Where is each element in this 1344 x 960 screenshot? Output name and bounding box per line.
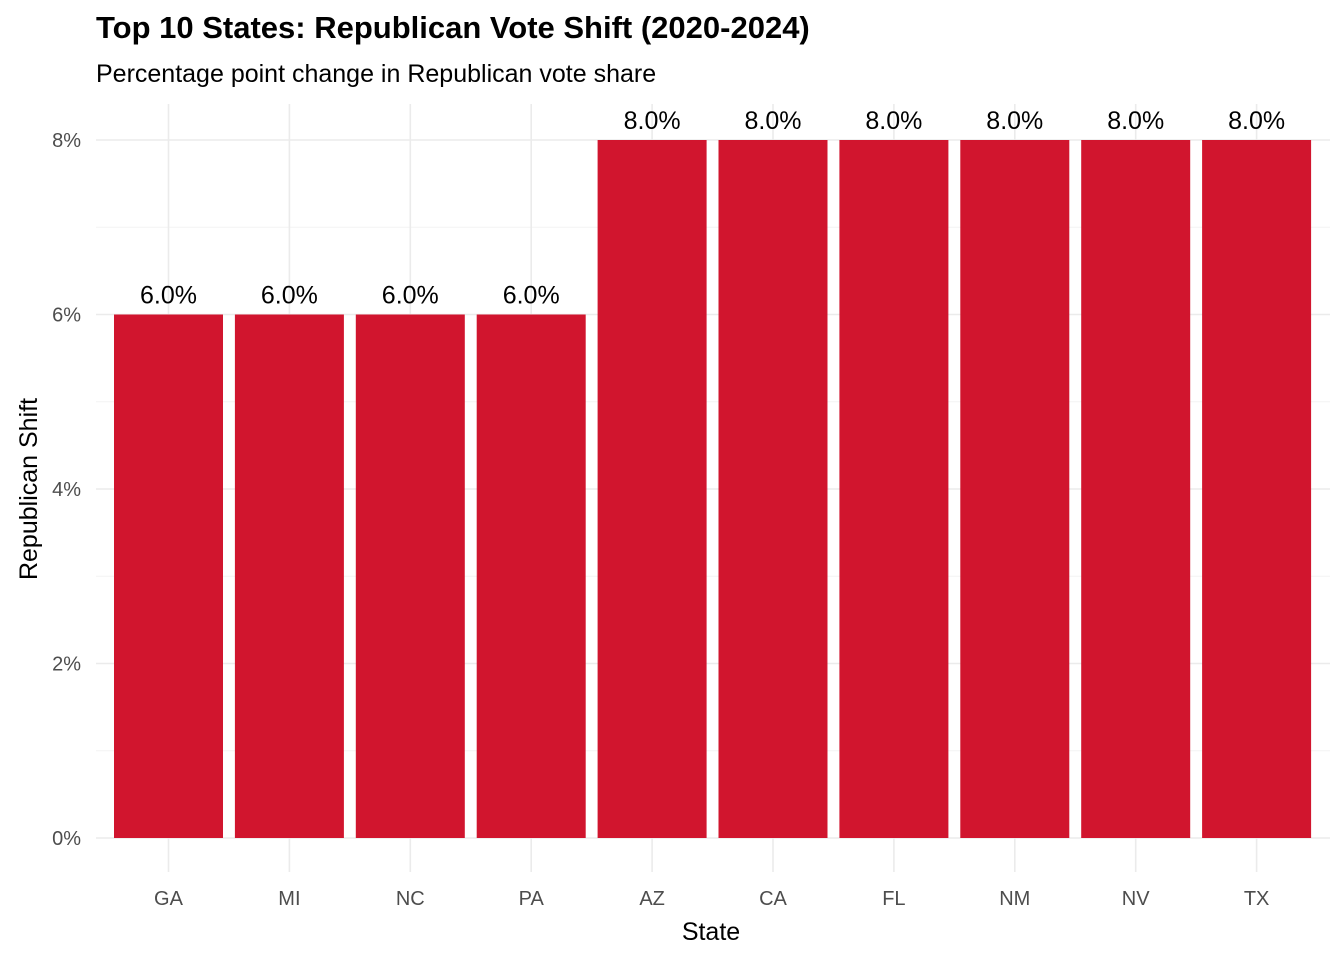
data-label-nc: 6.0% [382, 282, 439, 310]
data-label-nm: 8.0% [986, 107, 1043, 135]
data-labels: 6.0% 6.0% 6.0% 6.0% 8.0% 8.0% 8.0% 8.0% 8.0% 8.0% [140, 107, 1285, 310]
bar-mi [234, 314, 344, 838]
y-tick-label: 0% [52, 828, 81, 850]
bar-nc [355, 314, 465, 838]
bars [114, 140, 1312, 838]
data-label-ga: 6.0% [140, 282, 197, 310]
x-tick-label-nc: NC [396, 888, 425, 910]
bar-nv [1081, 140, 1191, 838]
x-tick-label-nv: NV [1122, 888, 1150, 910]
y-axis-title: Republican Shift [15, 398, 43, 580]
data-label-fl: 8.0% [865, 107, 922, 135]
y-axis-ticks: 0% 2% 4% 6% 8% [52, 130, 81, 850]
bar-pa [476, 314, 586, 838]
bar-ca [718, 140, 828, 838]
x-tick-label-mi: MI [278, 888, 300, 910]
x-tick-label-ca: CA [759, 888, 787, 910]
bar-az [597, 140, 707, 838]
chart-subtitle: Percentage point change in Republican vo… [96, 60, 657, 88]
x-axis-ticks: GA MI NC PA AZ CA FL NM NV TX [154, 888, 1269, 910]
data-label-az: 8.0% [624, 107, 681, 135]
bar-fl [839, 140, 949, 838]
chart-title: Top 10 States: Republican Vote Shift (20… [96, 10, 810, 45]
x-tick-label-tx: TX [1244, 888, 1270, 910]
x-tick-label-az: AZ [639, 888, 665, 910]
x-tick-label-nm: NM [999, 888, 1030, 910]
x-tick-label-ga: GA [154, 888, 184, 910]
data-label-mi: 6.0% [261, 282, 318, 310]
data-label-ca: 8.0% [745, 107, 802, 135]
x-axis-title: State [682, 918, 740, 946]
x-tick-label-pa: PA [519, 888, 545, 910]
data-label-pa: 6.0% [503, 282, 560, 310]
y-tick-label: 2% [52, 654, 81, 676]
x-tick-label-fl: FL [882, 888, 905, 910]
bar-ga [114, 314, 223, 838]
bar-tx [1202, 140, 1312, 838]
bar-nm [960, 140, 1070, 838]
y-tick-label: 6% [52, 305, 81, 327]
y-tick-label: 8% [52, 130, 81, 152]
data-label-tx: 8.0% [1228, 107, 1285, 135]
y-tick-label: 4% [52, 479, 81, 501]
data-label-nv: 8.0% [1107, 107, 1164, 135]
